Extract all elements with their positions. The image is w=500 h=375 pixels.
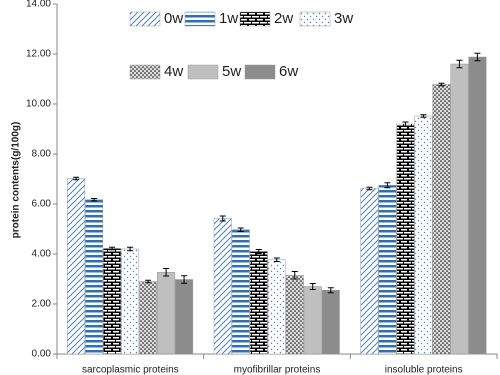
bar bbox=[157, 272, 176, 355]
error-bar bbox=[181, 275, 188, 284]
legend-label: 0w bbox=[164, 10, 183, 27]
error-bar bbox=[402, 121, 409, 127]
bar bbox=[213, 218, 232, 355]
bar bbox=[139, 281, 158, 355]
bar bbox=[249, 251, 268, 355]
y-tick-label: 12.00 bbox=[26, 49, 51, 60]
legend-label: 1w bbox=[219, 10, 238, 27]
bar bbox=[432, 84, 451, 355]
legend-label: 5w bbox=[222, 63, 241, 80]
error-bar bbox=[420, 114, 427, 118]
legend-swatch bbox=[129, 64, 161, 80]
error-bar bbox=[145, 279, 152, 284]
y-tick-label: 2.00 bbox=[32, 299, 52, 310]
y-tick-label: 14.00 bbox=[26, 0, 51, 10]
y-axis-title: protein contents(g/100g) bbox=[11, 122, 22, 239]
bar bbox=[285, 275, 304, 355]
y-tick-label: 8.00 bbox=[32, 149, 52, 160]
error-bar bbox=[273, 257, 280, 262]
bar bbox=[303, 286, 322, 355]
bar bbox=[360, 188, 379, 355]
error-bar bbox=[219, 215, 226, 222]
bar bbox=[103, 248, 122, 355]
error-bar bbox=[384, 182, 391, 189]
y-tick-label: 4.00 bbox=[32, 249, 52, 260]
error-bar bbox=[237, 227, 244, 232]
error-bar bbox=[109, 246, 116, 251]
legend-swatch bbox=[187, 64, 219, 80]
legend-swatch bbox=[299, 11, 331, 27]
x-tick-label: insoluble proteins bbox=[385, 365, 463, 375]
error-bar bbox=[309, 283, 316, 290]
bar bbox=[468, 56, 487, 355]
error-bar bbox=[474, 52, 481, 62]
bar bbox=[396, 123, 415, 355]
bar bbox=[85, 199, 104, 355]
legend-swatch bbox=[244, 64, 276, 80]
error-bar bbox=[163, 268, 170, 277]
bar bbox=[121, 248, 140, 355]
legend-label: 6w bbox=[279, 63, 298, 80]
error-bar bbox=[291, 271, 298, 280]
bar bbox=[378, 185, 397, 355]
legend-label: 3w bbox=[334, 10, 353, 27]
y-tick-label: 0.00 bbox=[32, 349, 52, 360]
error-bar bbox=[73, 176, 80, 181]
error-bar bbox=[438, 82, 445, 87]
legend-label: 2w bbox=[274, 10, 293, 27]
bar bbox=[414, 115, 433, 355]
error-bar bbox=[366, 186, 373, 191]
error-bar bbox=[91, 198, 98, 202]
error-bar bbox=[255, 249, 262, 254]
legend-swatch bbox=[184, 11, 216, 27]
y-tick-label: 10.00 bbox=[26, 99, 51, 110]
bar bbox=[175, 279, 194, 355]
legend-label: 4w bbox=[164, 63, 183, 80]
error-bar bbox=[327, 287, 334, 294]
bar bbox=[67, 178, 86, 355]
x-tick-label: sarcoplasmic proteins bbox=[82, 365, 179, 375]
legend-swatch bbox=[239, 11, 271, 27]
y-tick-label: 6.00 bbox=[32, 199, 52, 210]
error-bar bbox=[456, 59, 463, 69]
bar bbox=[267, 259, 286, 355]
error-bar bbox=[127, 246, 134, 252]
x-tick-label: myofibrillar proteins bbox=[234, 365, 321, 375]
bar bbox=[231, 229, 250, 355]
bar bbox=[450, 63, 469, 355]
legend-swatch bbox=[129, 11, 161, 27]
bar bbox=[321, 290, 340, 355]
